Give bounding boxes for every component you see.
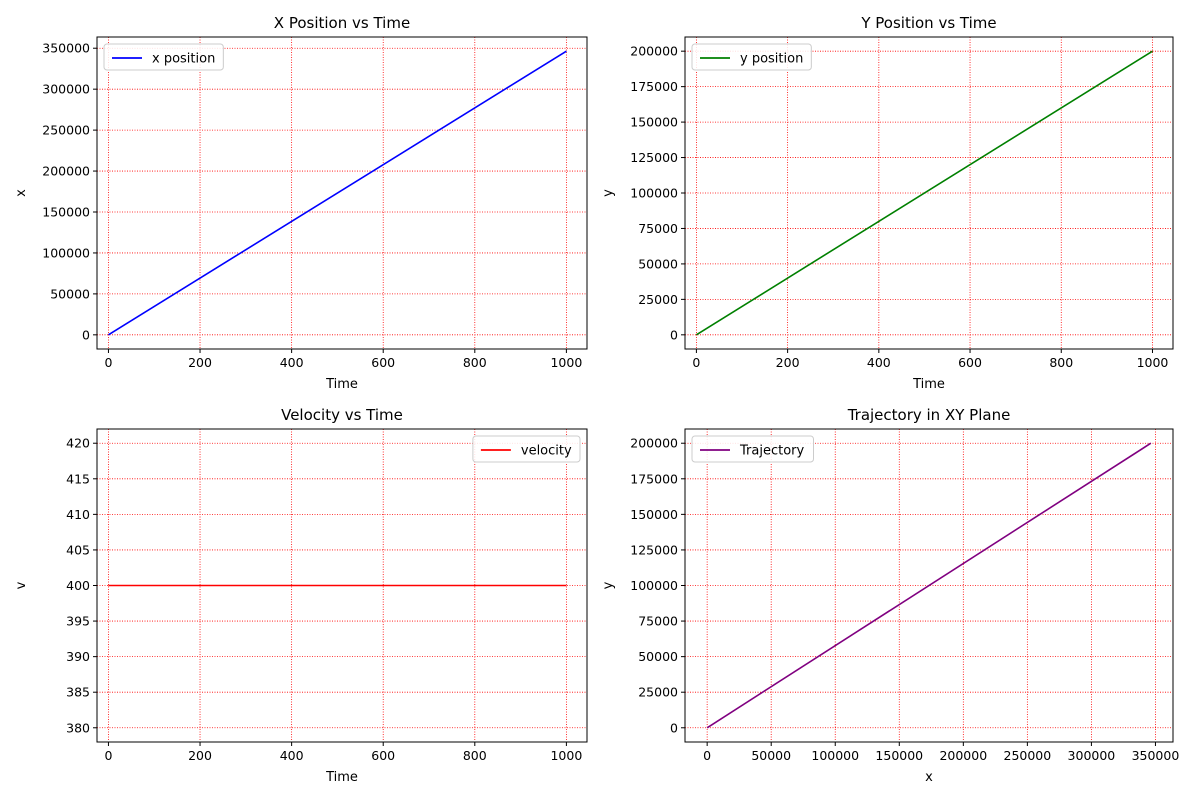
x-tick-label: 1000 xyxy=(550,748,582,763)
y-tick-label: 390 xyxy=(66,649,90,664)
legend-entry: velocity xyxy=(521,444,572,459)
y-tick-label: 125000 xyxy=(630,542,678,557)
y-axis-label: y xyxy=(601,581,616,589)
y-tick-label: 415 xyxy=(66,471,90,486)
chart-panel-4: 0 50000 100000 150000 200000 250000 300000 3500… xyxy=(601,406,1179,785)
series-line-x-position xyxy=(108,50,567,336)
y-tick-label: 100000 xyxy=(630,186,678,201)
chart-panel-2: 0 200 400 600 800 1000 0 25000 50000 75000 100000 1… xyxy=(601,14,1174,392)
y-tick-label: 25000 xyxy=(638,685,678,700)
y-tick-label: 50000 xyxy=(638,256,678,271)
y-tick-label: 125000 xyxy=(630,150,678,165)
chart-title: Y Position vs Time xyxy=(860,14,996,32)
y-tick-label: 420 xyxy=(66,436,90,451)
legend-box xyxy=(691,43,812,71)
legend-box xyxy=(472,435,581,463)
x-tick-label: 0 xyxy=(692,355,700,370)
y-tick-label: 50000 xyxy=(638,649,678,664)
y-axis-label: v xyxy=(14,581,29,589)
y-tick-label: 25000 xyxy=(638,292,678,307)
y-tick-label: 410 xyxy=(66,507,90,522)
x-tick-label: 50000 xyxy=(751,748,791,763)
x-tick-label: 300000 xyxy=(1068,748,1116,763)
x-tick-label: 400 xyxy=(280,355,304,370)
x-axis-label: x xyxy=(925,770,933,785)
y-tick-label: 150000 xyxy=(42,204,90,219)
y-tick-label: 50000 xyxy=(50,286,90,301)
y-axis-label: y xyxy=(601,189,616,197)
series-line-trajectory xyxy=(706,442,1152,729)
y-tick-label: 200000 xyxy=(42,164,90,179)
y-tick-label: 150000 xyxy=(630,115,678,130)
y-tick-label: 100000 xyxy=(42,245,90,260)
y-tick-label: 100000 xyxy=(630,578,678,593)
legend-box xyxy=(691,435,814,463)
y-tick-label: 400 xyxy=(66,578,90,593)
x-axis-label: Time xyxy=(325,770,358,785)
y-tick-label: 175000 xyxy=(630,471,678,486)
y-tick-label: 405 xyxy=(66,542,90,557)
y-tick-label: 200000 xyxy=(630,436,678,451)
y-tick-label: 300000 xyxy=(42,82,90,97)
x-tick-label: 200000 xyxy=(939,748,987,763)
x-axis-label: Time xyxy=(912,377,945,392)
chart-panel-1: 0 200 400 600 800 1000 0 50000 100000 150000 20000… xyxy=(14,14,588,392)
x-tick-label: 400 xyxy=(867,355,891,370)
x-tick-label: 150000 xyxy=(875,748,923,763)
x-tick-label: 0 xyxy=(104,748,112,763)
x-tick-label: 600 xyxy=(958,355,982,370)
y-tick-label: 175000 xyxy=(630,79,678,94)
chart-panel-3: 0 200 400 600 800 1000 380 385 390 395 400 405 410 41… xyxy=(14,406,588,785)
chart-title: X Position vs Time xyxy=(274,14,410,32)
axes-frame xyxy=(96,36,588,350)
y-tick-label: 0 xyxy=(82,327,90,342)
y-tick-label: 150000 xyxy=(630,507,678,522)
chart-title: Velocity vs Time xyxy=(281,406,403,424)
x-tick-label: 1000 xyxy=(550,355,582,370)
chart-title: Trajectory in XY Plane xyxy=(847,406,1011,424)
legend-entry: Trajectory xyxy=(739,444,804,459)
x-tick-label: 600 xyxy=(371,355,395,370)
y-tick-label: 0 xyxy=(670,327,678,342)
y-tick-label: 395 xyxy=(66,614,90,629)
y-tick-label: 0 xyxy=(670,720,678,735)
y-axis-label: x xyxy=(14,189,29,197)
y-tick-label: 75000 xyxy=(638,221,678,236)
x-tick-label: 800 xyxy=(463,355,487,370)
x-tick-label: 200 xyxy=(776,355,800,370)
legend-entry: x position xyxy=(152,52,215,67)
x-tick-label: 800 xyxy=(1049,355,1073,370)
legend-entry: y position xyxy=(740,52,803,67)
x-tick-label: 0 xyxy=(703,748,711,763)
y-tick-label: 350000 xyxy=(42,41,90,56)
x-tick-label: 200 xyxy=(188,748,212,763)
x-axis-label: Time xyxy=(325,377,358,392)
y-tick-label: 200000 xyxy=(630,44,678,59)
x-tick-label: 0 xyxy=(104,355,112,370)
legend-box xyxy=(103,43,224,71)
x-tick-label: 800 xyxy=(463,748,487,763)
y-tick-label: 385 xyxy=(66,685,90,700)
series-line-y-position xyxy=(695,50,1153,336)
y-tick-label: 380 xyxy=(66,720,90,735)
y-tick-label: 75000 xyxy=(638,614,678,629)
x-tick-label: 200 xyxy=(188,355,212,370)
x-tick-label: 350000 xyxy=(1132,748,1180,763)
x-tick-label: 100000 xyxy=(811,748,859,763)
x-tick-label: 400 xyxy=(280,748,304,763)
x-tick-label: 250000 xyxy=(1004,748,1052,763)
x-tick-label: 600 xyxy=(371,748,395,763)
y-tick-label: 250000 xyxy=(42,123,90,138)
x-tick-label: 1000 xyxy=(1137,355,1169,370)
